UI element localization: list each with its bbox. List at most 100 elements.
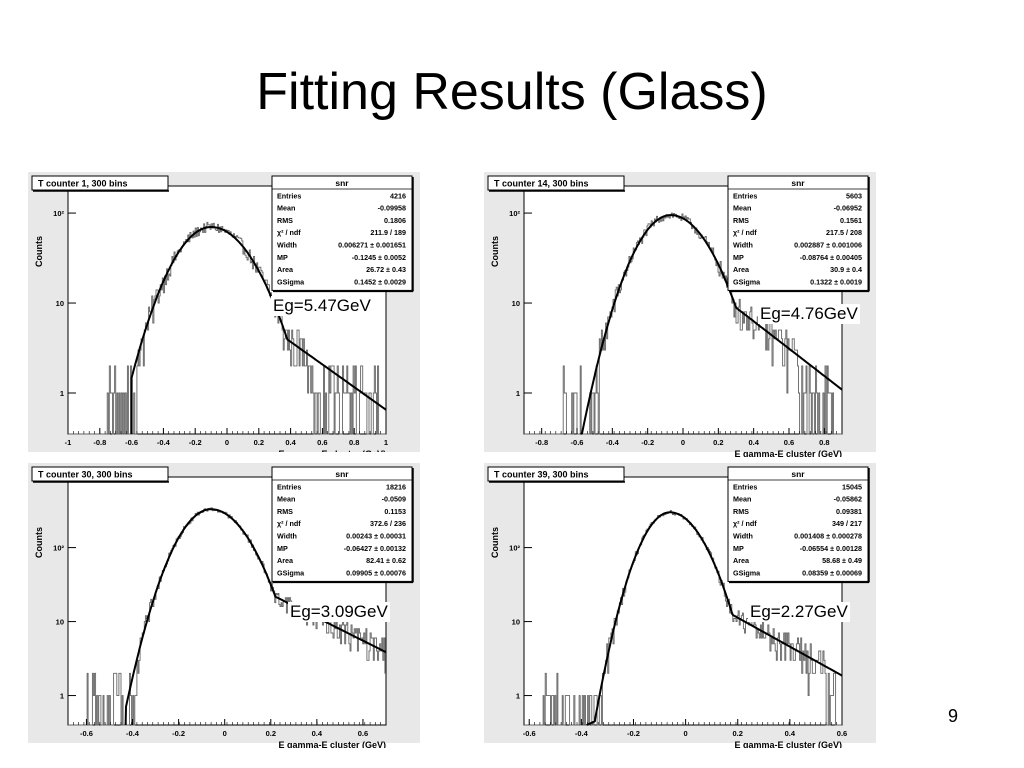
x-tick-label: -0.8 [93,438,106,447]
stats-row-label: Area [733,556,750,565]
stats-row-value: 0.1452 ± 0.0029 [354,277,406,286]
x-tick-label: -0.4 [126,729,140,738]
x-tick-label: 0.4 [285,438,296,447]
stats-row-label: Mean [733,495,751,504]
fit-curve [580,214,843,435]
fit-curve [586,511,843,726]
plot-title: T counter 1, 300 bins [38,179,128,189]
fit-curve [130,226,387,434]
stats-header: snr [791,178,805,188]
stats-row-label: χ² / ndf [277,228,301,237]
stats-row-label: Mean [277,495,295,504]
stats-row-label: MP [733,253,744,262]
energy-annotation: Eg=2.27GeV [748,602,850,622]
stats-row-label: Width [733,532,753,541]
stats-row-value: 349 / 217 [832,519,862,528]
y-tick-label: 10² [53,209,64,218]
x-axis-label: E gamma-E cluster (GeV) [734,740,842,748]
stats-row-value: 26.72 ± 0.43 [366,265,406,274]
y-axis-label: Counts [34,236,44,267]
stats-row-value: 0.09381 [836,507,862,516]
y-axis-label: Counts [490,236,500,267]
stats-row-label: MP [277,253,288,262]
stats-row-value: -0.05862 [834,495,862,504]
stats-row-value: 0.1806 [384,216,406,225]
plot-title-box [487,466,625,482]
stats-row-label: Area [277,556,294,565]
y-axis-label: Counts [34,527,44,558]
energy-annotation: Eg=4.76GeV [758,304,860,324]
stats-row-value: -0.09958 [378,204,406,213]
stats-row-value: 58.68 ± 0.49 [822,556,862,565]
stats-row-label: Entries [733,482,757,491]
stats-row-value: 0.002887 ± 0.001006 [794,241,862,250]
slide-title: Fitting Results (Glass) [256,63,768,121]
stats-row-label: RMS [733,507,749,516]
y-tick-label: 10 [512,299,520,308]
histogram-chart: -0.8 -0.6 -0.4 -0.2 0 0.2 0.4 0.6 0.8 1 10 10² E gam… [487,175,870,457]
histogram-chart: -0.6 -0.4 -0.2 0 0.2 0.4 0.6 1 10 10² E gamma-E cl… [31,466,414,748]
x-tick-label: 0.2 [713,438,723,447]
stats-row-label: MP [733,544,744,553]
fit-curve [124,508,387,726]
stats-row-value: 82.41 ± 0.62 [366,556,406,565]
stats-row-label: Entries [733,191,757,200]
stats-row-label: RMS [733,216,749,225]
stats-box [727,466,869,582]
stats-row-value: -0.0509 [382,495,406,504]
histogram-steps [524,212,842,435]
stats-row-label: Width [733,241,753,250]
x-tick-label: 0.6 [784,438,794,447]
x-tick-label: -0.4 [157,438,171,447]
x-tick-label: 0.6 [837,729,847,738]
stats-row-value: 0.001408 ± 0.000278 [794,532,862,541]
stats-row-label: GSigma [733,277,761,286]
y-tick-label: 10² [53,544,64,553]
stats-row-label: χ² / ndf [277,519,301,528]
x-tick-label: 1 [384,438,388,447]
stats-box [727,175,869,291]
histogram-chart: -0.6 -0.4 -0.2 0 0.2 0.4 0.6 1 10 10² E gamma-E cl… [487,466,870,748]
y-tick-label: 10 [56,618,64,627]
stats-header: snr [791,469,805,479]
stats-row-value: 372.6 / 236 [370,519,406,528]
plot-title: T counter 14, 300 bins [494,179,589,189]
x-tick-label: 0.6 [358,729,368,738]
histogram-steps [68,221,386,435]
stats-row-label: Width [277,241,297,250]
x-tick-label: 0 [225,438,229,447]
y-tick-label: 1 [60,389,64,398]
x-tick-label: -0.2 [189,438,202,447]
stats-row-value: 5603 [846,191,862,200]
x-tick-label: 0 [681,438,685,447]
stats-header: snr [335,469,349,479]
stats-row-value: 217.5 / 208 [826,228,862,237]
stats-row-value: 0.00243 ± 0.00031 [346,532,406,541]
stats-row-label: Mean [277,204,295,213]
stats-row-label: RMS [277,216,293,225]
y-axis-label: Counts [490,527,500,558]
plot-title: T counter 39, 300 bins [494,470,589,480]
x-tick-label: -1 [65,438,72,447]
x-tick-label: 0.2 [254,438,264,447]
stats-box [271,466,413,582]
plot-title-box [31,175,169,191]
stats-row-label: MP [277,544,288,553]
stats-row-value: -0.1245 ± 0.0052 [352,253,406,262]
x-tick-label: 0 [684,729,688,738]
stats-row-label: GSigma [277,568,305,577]
stats-row-label: Area [277,265,294,274]
energy-annotation: Eg=5.47GeV [271,296,373,316]
stats-row-value: 0.08359 ± 0.00069 [802,568,862,577]
stats-row-value: 4216 [390,191,406,200]
stats-row-label: RMS [277,507,293,516]
stats-row-label: GSigma [277,277,305,286]
x-tick-label: -0.6 [571,438,584,447]
stats-row-label: Width [277,532,297,541]
y-tick-label: 1 [516,389,520,398]
x-tick-label: -0.2 [627,729,640,738]
stats-row-value: 0.1561 [840,216,862,225]
x-tick-label: 0.8 [819,438,829,447]
plot-title-box [487,175,625,191]
stats-row-value: 18216 [386,482,406,491]
